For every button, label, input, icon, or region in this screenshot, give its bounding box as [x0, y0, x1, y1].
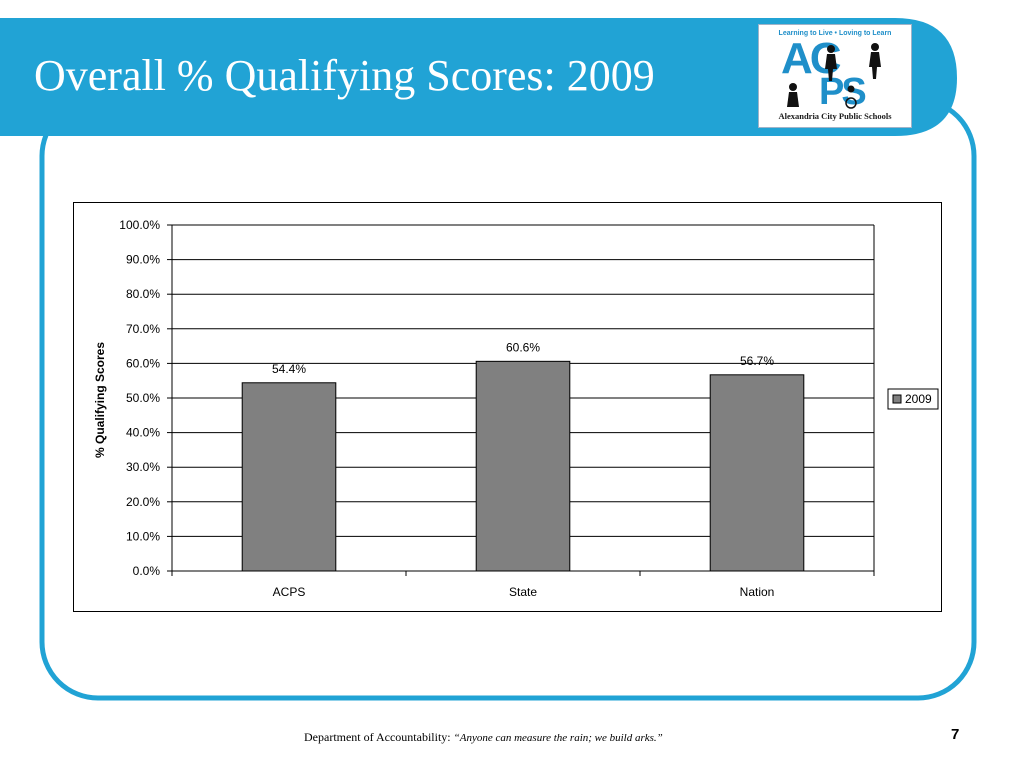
x-tick-label: Nation [740, 585, 775, 599]
footer-label: Department of Accountability: [304, 730, 454, 744]
y-tick-label: 10.0% [126, 529, 160, 543]
bar [709, 374, 805, 572]
chart-svg: 54.4% 60.6% 56.7% 0.0% 10.0% 20.0% 30.0% 40.0%… [93, 218, 939, 599]
y-tick-label: 100.0% [119, 218, 160, 232]
legend-box [887, 388, 939, 410]
acps-logo: Learning to Live • Loving to Learn AC PS… [758, 24, 912, 128]
y-tick-label: 60.0% [126, 356, 160, 370]
logo-tagline: Learning to Live • Loving to Learn [778, 30, 892, 37]
y-tick-label: 70.0% [126, 322, 160, 336]
legend-entry: 2009 [905, 392, 932, 406]
data-label: 56.7% [740, 354, 774, 368]
page-number: 7 [951, 726, 960, 743]
title-banner [0, 18, 957, 136]
y-tick-label: 30.0% [126, 460, 160, 474]
y-tick-label: 50.0% [126, 391, 160, 405]
y-tick-label: 80.0% [126, 287, 160, 301]
footer-quote: “Anyone can measure the rain; we build a… [453, 732, 663, 744]
x-tick-label: ACPS [273, 585, 306, 599]
slide-title: Overall % Qualifying Scores: 2009 [34, 51, 655, 100]
data-label: 54.4% [272, 362, 306, 376]
bar [241, 382, 337, 572]
y-tick-label: 40.0% [126, 426, 160, 440]
legend-swatch [892, 394, 902, 404]
logo-letters-bottom: PS [819, 71, 867, 113]
y-tick-label: 90.0% [126, 253, 160, 267]
logo-figures-icon [787, 43, 881, 109]
data-label: 60.6% [506, 340, 540, 354]
y-axis-label: % Qualifying Scores [93, 342, 107, 458]
bar [475, 360, 571, 572]
bar-chart: 54.4% 60.6% 56.7% 0.0% 10.0% 20.0% 30.0% 40.0%… [73, 202, 942, 612]
logo-school-name: Alexandria City Public Schools [778, 111, 892, 121]
x-tick-label: State [509, 585, 537, 599]
y-tick-label: 0.0% [133, 564, 161, 578]
legend: 2009 [887, 388, 939, 410]
footer-text: Department of Accountability: “Anyone ca… [304, 730, 663, 745]
y-tick-label: 20.0% [126, 495, 160, 509]
